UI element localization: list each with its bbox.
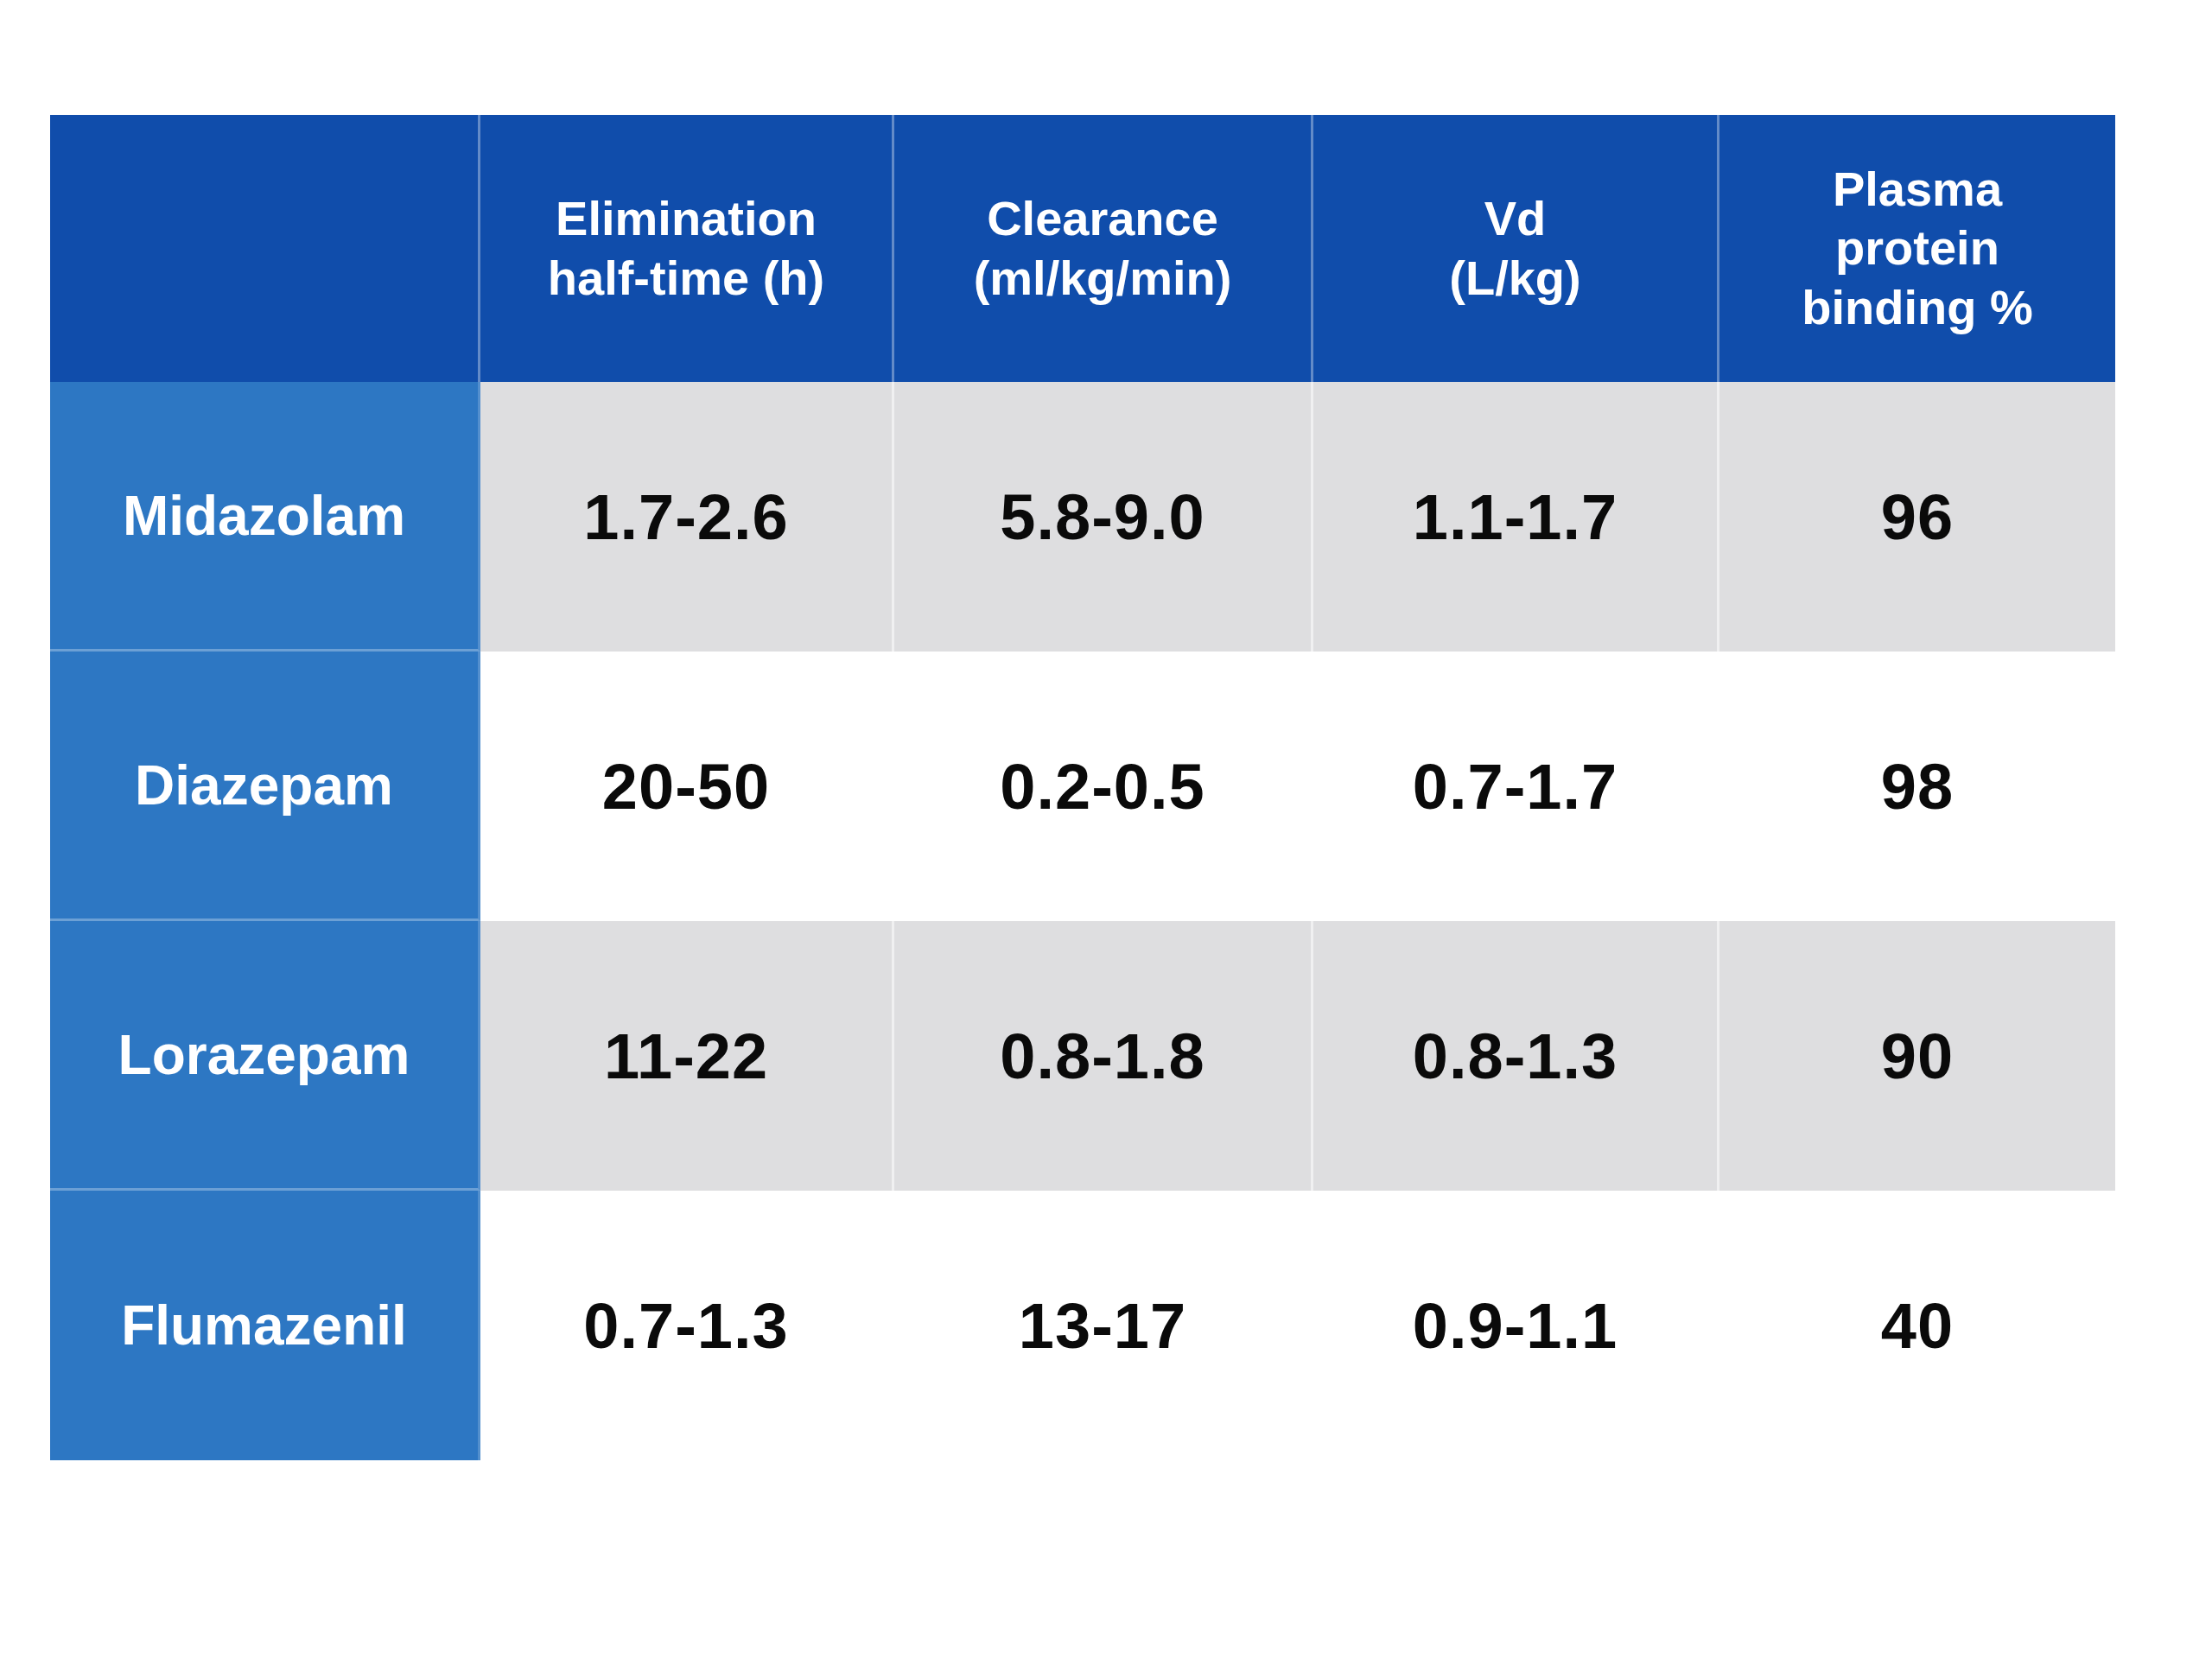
header-cell-elimination-half-time: Elimination half-time (h) bbox=[480, 115, 894, 382]
cell-diazepam-vd: 0.7-1.7 bbox=[1313, 652, 1719, 921]
cell-lorazepam-plasma-protein-binding: 90 bbox=[1719, 921, 2115, 1191]
cell-flumazenil-plasma-protein-binding: 40 bbox=[1719, 1191, 2115, 1460]
cell-flumazenil-clearance: 13-17 bbox=[894, 1191, 1313, 1460]
pharmacokinetics-table: Elimination half-time (h) Clearance (ml/… bbox=[50, 115, 2115, 1460]
header-cell-empty bbox=[50, 115, 480, 382]
drug-label-lorazepam: Lorazepam bbox=[50, 921, 480, 1191]
drug-label-midazolam: Midazolam bbox=[50, 382, 480, 652]
cell-midazolam-elimination-half-time: 1.7-2.6 bbox=[480, 382, 894, 652]
cell-lorazepam-vd: 0.8-1.3 bbox=[1313, 921, 1719, 1191]
header-cell-vd: Vd (L/kg) bbox=[1313, 115, 1719, 382]
cell-flumazenil-vd: 0.9-1.1 bbox=[1313, 1191, 1719, 1460]
cell-midazolam-vd: 1.1-1.7 bbox=[1313, 382, 1719, 652]
cell-diazepam-plasma-protein-binding: 98 bbox=[1719, 652, 2115, 921]
cell-midazolam-clearance: 5.8-9.0 bbox=[894, 382, 1313, 652]
cell-lorazepam-clearance: 0.8-1.8 bbox=[894, 921, 1313, 1191]
cell-midazolam-plasma-protein-binding: 96 bbox=[1719, 382, 2115, 652]
header-cell-plasma-protein-binding: Plasma protein binding % bbox=[1719, 115, 2115, 382]
cell-diazepam-clearance: 0.2-0.5 bbox=[894, 652, 1313, 921]
slide-page: Elimination half-time (h) Clearance (ml/… bbox=[0, 0, 2212, 1659]
cell-flumazenil-elimination-half-time: 0.7-1.3 bbox=[480, 1191, 894, 1460]
cell-lorazepam-elimination-half-time: 11-22 bbox=[480, 921, 894, 1191]
drug-label-flumazenil: Flumazenil bbox=[50, 1191, 480, 1460]
cell-diazepam-elimination-half-time: 20-50 bbox=[480, 652, 894, 921]
header-cell-clearance: Clearance (ml/kg/min) bbox=[894, 115, 1313, 382]
drug-label-diazepam: Diazepam bbox=[50, 652, 480, 921]
